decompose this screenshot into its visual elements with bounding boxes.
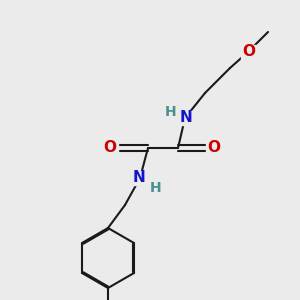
Bar [206, 141, 222, 155]
Bar [179, 111, 193, 125]
Bar [165, 106, 177, 118]
Text: O: O [208, 140, 220, 155]
Text: N: N [180, 110, 192, 125]
Text: N: N [133, 170, 146, 185]
Text: H: H [165, 105, 177, 119]
Text: O: O [103, 140, 116, 155]
Bar [102, 141, 118, 155]
Bar [241, 45, 257, 59]
Text: H: H [150, 181, 162, 195]
Bar [150, 182, 162, 194]
Bar [132, 171, 146, 185]
Text: O: O [242, 44, 256, 59]
